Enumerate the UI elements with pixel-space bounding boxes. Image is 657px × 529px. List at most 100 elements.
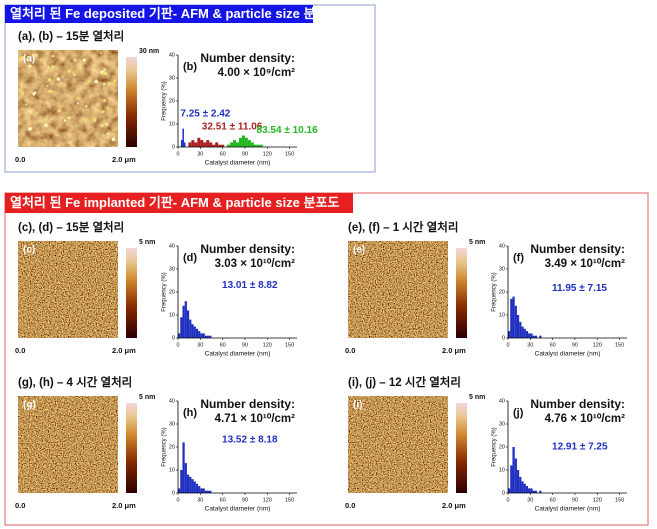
x-tick-label: 150 [285,497,294,503]
number-density: 4.00 × 10⁹/cm² [218,67,296,79]
histogram-bar [236,142,239,147]
panel-heading: (a), (b) – 15분 열처리 [18,29,124,43]
y-tick-label: 0 [172,144,175,150]
y-tick-label: 30 [169,266,175,272]
afm-particle [106,107,110,110]
histogram-bar [508,331,511,338]
afm-particle [51,90,53,92]
x-tick-label: 90 [572,342,578,348]
scale-start: 0.0 [15,346,25,355]
x-tick-label: 90 [242,151,248,157]
histogram-bar [195,483,199,493]
afm-particle [99,52,102,55]
histogram-bar [525,331,529,338]
x-axis-label: Catalyst diameter (nm) [535,506,601,513]
series-label: 7.25 ± 2.42 [180,109,230,120]
scale-end: 2.0 μm [112,155,136,164]
afm-particle [57,109,61,113]
histogram-bar [253,144,257,147]
histogram-bar [180,140,183,147]
histogram-bar [247,140,251,147]
afm-particle [82,58,86,62]
number-density: 3.03 × 10¹⁰/cm² [215,257,296,270]
afm-particle [44,118,47,121]
afm-label: (e) [353,245,365,256]
number-density: 4.71 × 10¹⁰/cm² [215,412,296,425]
x-tick-label: 30 [197,342,203,348]
series-label: 83.54 ± 10.16 [257,125,319,136]
histogram-bar [202,488,205,493]
y-tick-label: 10 [169,467,175,473]
histogram-bar [539,335,542,338]
x-tick-label: 60 [550,497,556,503]
color-bar-max: 5 nm [469,239,485,246]
afm-particle [47,66,50,69]
y-tick-label: 40 [169,398,175,404]
histogram-bar [184,301,187,338]
y-tick-label: 20 [169,444,175,450]
scale-end: 2.0 μm [112,346,136,355]
scale-start: 0.0 [345,501,355,510]
afm-particle [104,71,108,76]
histogram-bar [191,479,194,493]
y-axis-label: Frequency (%) [162,81,168,120]
y-tick-label: 30 [499,266,505,272]
afm-label: (g) [23,400,36,411]
histogram-bar [241,135,245,147]
histogram-bar [207,490,210,493]
histogram-bar [212,144,216,147]
y-tick-label: 40 [169,243,175,249]
afm-particle [50,118,53,120]
afm-particle [105,123,109,126]
afm-particle [94,80,98,84]
y-axis-label: Frequency (%) [162,427,168,466]
afm-particle [100,123,104,128]
histogram-bar [521,481,524,493]
histogram-bar [521,326,524,338]
section-title: 열처리 된 Fe implanted 기판- AFM & particle si… [10,195,339,210]
histogram-bar [204,490,208,493]
histogram-bar [202,333,205,338]
histogram-bar [200,333,203,338]
histogram-bar [189,476,192,493]
histogram-bar [200,488,203,493]
histogram-bar [528,333,531,338]
x-tick-label: 30 [527,497,533,503]
histogram-bar [516,315,520,338]
afm-image [18,241,118,338]
color-bar [126,248,137,338]
series-label: 13.01 ± 8.82 [222,280,278,291]
histogram-bar [180,317,183,338]
histogram-bar [525,486,529,493]
afm-particle [102,110,105,114]
y-axis-label: Frequency (%) [162,272,168,311]
afm-particle [102,82,106,86]
y-tick-label: 0 [172,490,175,496]
histogram-bar [218,144,222,147]
histogram-bar [215,142,219,147]
y-tick-label: 20 [169,98,175,104]
afm-particle [28,64,32,68]
x-tick-label: 90 [242,497,248,503]
y-tick-label: 40 [499,243,505,249]
series-label: 12.91 ± 7.25 [552,442,608,453]
afm-particle [21,91,25,95]
afm-particle [67,69,71,73]
histogram-bar [182,442,185,493]
x-tick-label: 90 [242,342,248,348]
number-density: 4.76 × 10¹⁰/cm² [545,412,626,425]
section-title-bar [5,5,313,23]
histogram-bar [523,483,526,493]
histogram-bar [207,335,210,338]
histogram-bar [209,490,212,493]
x-tick-label: 0 [506,342,509,348]
histogram-bar [178,488,181,493]
series-label: 32.51 ± 11.06 [202,121,263,132]
histogram-bar [514,305,517,338]
afm-particle [106,132,109,135]
afm-particle [51,55,54,58]
histogram-bar [508,488,511,493]
afm-particle [25,103,28,106]
afm-particle [66,116,70,120]
histogram-bar [180,470,183,493]
